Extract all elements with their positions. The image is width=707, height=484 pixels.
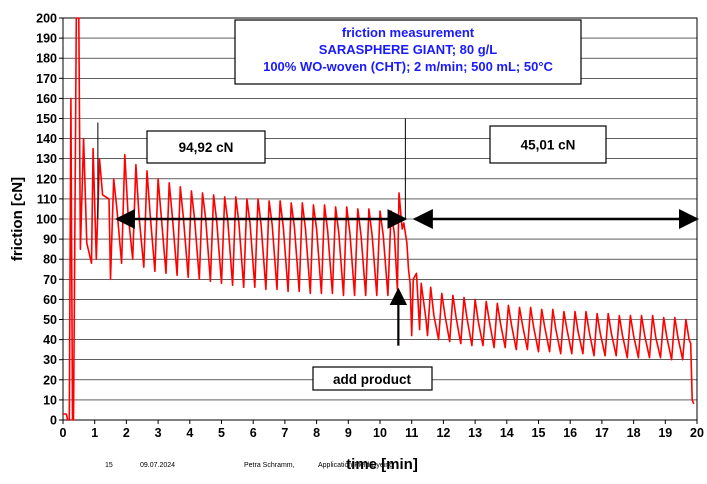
- x-tick-label: 5: [218, 426, 225, 440]
- y-tick-label: 140: [36, 132, 57, 146]
- footer-author: Petra Schramm,: [244, 462, 295, 469]
- y-tick-label: 20: [43, 373, 57, 387]
- x-tick-label: 20: [690, 426, 704, 440]
- y-tick-label: 10: [43, 393, 57, 407]
- x-tick-label: 15: [532, 426, 546, 440]
- y-tick-label: 180: [36, 52, 57, 66]
- x-tick-label: 8: [313, 426, 320, 440]
- y-axis-label: friction [cN]: [9, 177, 26, 261]
- y-tick-label: 110: [37, 192, 57, 206]
- phase-value-label: 94,92 cN: [179, 140, 234, 155]
- footer-page-number: 15: [105, 462, 113, 469]
- x-tick-label: 19: [658, 426, 672, 440]
- y-tick-label: 130: [36, 152, 57, 166]
- x-tick-label: 12: [436, 426, 450, 440]
- y-tick-label: 30: [43, 353, 57, 367]
- x-tick-label: 13: [468, 426, 482, 440]
- x-tick-label: 14: [500, 426, 514, 440]
- x-tick-label: 6: [250, 426, 257, 440]
- y-tick-label: 90: [43, 233, 57, 247]
- x-tick-label: 7: [281, 426, 288, 440]
- y-tick-label: 120: [36, 172, 57, 186]
- x-tick-label: 3: [155, 426, 162, 440]
- title-box-border: [234, 19, 582, 85]
- chart-title-line: friction measurement: [342, 25, 475, 40]
- x-tick-label: 11: [405, 426, 418, 440]
- chart-title-line: 100% WO-woven (CHT); 2 m/min; 500 mL; 50…: [263, 59, 553, 74]
- y-tick-label: 60: [43, 293, 57, 307]
- y-tick-label: 50: [43, 313, 57, 327]
- y-tick-label: 0: [50, 414, 57, 428]
- y-tick-label: 70: [43, 273, 57, 287]
- footer-date: 09.07.2024: [140, 462, 176, 469]
- y-tick-label: 170: [36, 72, 57, 86]
- phase-value-box: [489, 125, 607, 164]
- y-tick-label: 100: [36, 213, 57, 227]
- annotations: 94,92 cN 45,01 cN add product: [97, 118, 699, 391]
- x-tick-label: 0: [60, 426, 67, 440]
- chart-title-line: SARASPHERE GIANT; 80 g/L: [319, 42, 497, 57]
- x-tick-label: 1: [91, 426, 98, 440]
- x-tick-label: 17: [595, 426, 609, 440]
- x-tick-label: 16: [563, 426, 577, 440]
- add-product-label: add product: [333, 372, 411, 387]
- y-tick-label: 80: [43, 253, 57, 267]
- x-axis-label: time [min]: [346, 456, 418, 473]
- x-tick-label: 9: [345, 426, 352, 440]
- y-tick-label: 200: [36, 12, 57, 26]
- phase-value-label: 45,01 cN: [521, 138, 576, 153]
- y-tick-label: 150: [36, 112, 57, 126]
- footer-department: Application Field Dyeing: [318, 462, 394, 469]
- x-tick-label: 2: [123, 426, 130, 440]
- add-product-box: [312, 366, 433, 391]
- y-tick-label: 190: [36, 32, 57, 46]
- phase-value-box: [146, 130, 266, 164]
- title-box: friction measurement SARASPHERE GIANT; 80…: [234, 19, 582, 85]
- x-axis: 0 1 2 3 4 5 6 7 8 9 10 11 12 13 14 15 16 17 18 19 20: [60, 420, 704, 440]
- y-axis: 0 10 20 30 40 50 60 70 80 90 100 110 120 130 140 150 160…: [36, 12, 63, 428]
- y-tick-label: 40: [43, 333, 57, 347]
- x-tick-label: 4: [186, 426, 193, 440]
- x-tick-label: 10: [373, 426, 387, 440]
- y-tick-label: 160: [36, 92, 57, 106]
- x-tick-label: 18: [627, 426, 641, 440]
